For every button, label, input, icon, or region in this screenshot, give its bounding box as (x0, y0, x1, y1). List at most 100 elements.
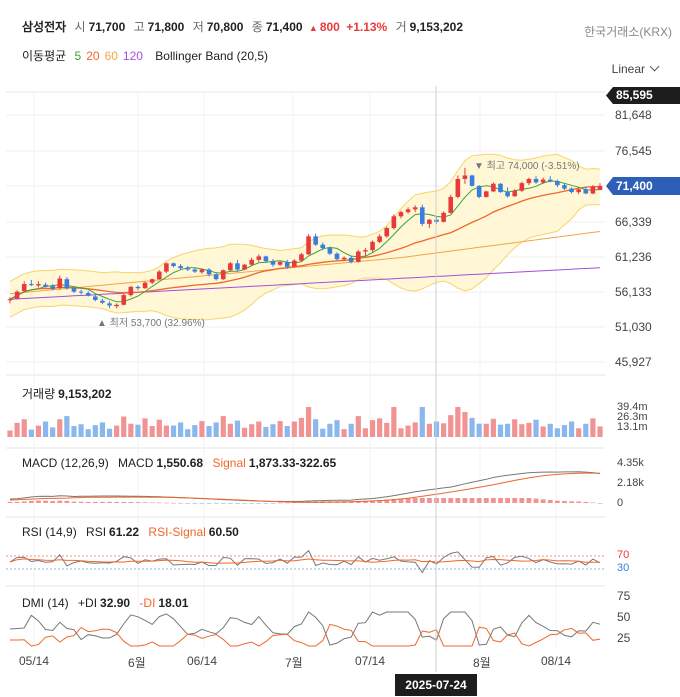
volume-bar (135, 424, 141, 437)
pdi-label: +DI (78, 596, 98, 610)
volume-bar (57, 419, 63, 437)
volume-bar (270, 424, 276, 437)
candle-body (348, 257, 354, 262)
candle-body (149, 279, 155, 283)
macd-histogram-bar (590, 502, 596, 504)
ma-20: 20 (86, 49, 100, 63)
volume-bar (71, 426, 77, 437)
candle-body (135, 286, 141, 289)
dmi-tick-50: 50 (617, 610, 631, 624)
macd-histogram-bar (142, 502, 148, 503)
volume-bar (7, 430, 13, 437)
candle-body (327, 248, 333, 254)
macd-histogram-bar (242, 503, 247, 504)
price-axis: 81,64876,54571,44366,33961,23656,13351,0… (615, 108, 652, 369)
volume-value: 9,153,202 (409, 20, 464, 34)
volume-bar (391, 407, 397, 437)
volume-tick-1: 39.4m (617, 401, 648, 413)
rsi-signal-line (9, 558, 600, 564)
pdi-value: 32.90 (100, 596, 131, 610)
price-tick-label: 51,030 (615, 320, 652, 334)
indicator-legend[interactable]: 이동평균 5 20 60 120 Bollinger Band (20,5) (22, 47, 273, 64)
bollinger-lower (9, 204, 601, 321)
volume-panel-label: 거래량 (22, 387, 56, 401)
candle-body (220, 270, 226, 280)
candle-body (398, 212, 404, 217)
volume-bar (455, 407, 461, 437)
volume-bars (7, 407, 603, 437)
rsi-panel-label: RSI (14,9) (22, 525, 77, 539)
candle-body (341, 257, 347, 260)
volume-bar (178, 422, 184, 437)
macd-histogram-bar (263, 503, 269, 504)
volume-bar (213, 422, 219, 437)
macd-histogram-bar (547, 499, 553, 503)
volume-bar (419, 407, 425, 437)
rsi-line-value: 61.22 (109, 525, 140, 539)
volume-bar (92, 425, 98, 437)
high-value: 71,800 (147, 20, 185, 34)
candle-body (36, 284, 41, 286)
candle-body (256, 256, 262, 260)
volume-bar (576, 428, 582, 437)
ma-120: 120 (122, 49, 143, 63)
ma-label: 이동평균 (22, 49, 67, 63)
macd-histogram-bar (483, 498, 489, 503)
macd-tick-1: 4.35k (617, 457, 644, 469)
candle-body (292, 260, 297, 267)
volume-bar (121, 416, 127, 437)
macd-histogram-bar (377, 500, 383, 503)
volume-bar (298, 417, 305, 437)
candle-body (64, 279, 70, 289)
candle-body (142, 282, 148, 289)
macd-histogram-bar (519, 498, 525, 503)
candle-body (384, 228, 390, 237)
volume-panel-title: 거래량 9,153,202 (22, 385, 112, 402)
macd-histogram-bar (121, 501, 127, 503)
macd-histogram-bar (533, 498, 539, 503)
macd-histogram-bar (220, 503, 226, 504)
macd-histogram-bar (291, 502, 297, 503)
high-marker: ▼ 최고 74,000 (-3.51%) (474, 161, 580, 172)
candle-body (455, 178, 461, 197)
dmi-tick-75: 75 (617, 589, 631, 603)
volume-bar (64, 416, 70, 437)
pdi-line (9, 611, 601, 646)
macd-plot (7, 471, 603, 504)
macd-histogram-bar (50, 501, 56, 503)
volume-bar (519, 424, 525, 437)
candle-body (29, 284, 34, 286)
volume-bar (469, 417, 475, 437)
macd-signal-value: 1,873.33 (248, 456, 296, 470)
volume-bar (568, 421, 575, 437)
x-tick-0814: 08/14 (541, 654, 572, 668)
volume-bar (114, 425, 120, 437)
dmi-panel-title: DMI (14) +DI 32.90 -DI 18.01 (22, 596, 188, 610)
volume-bar (355, 416, 361, 437)
candle-body (242, 264, 247, 270)
macd-histogram-bar (78, 501, 84, 503)
candle-body (412, 207, 418, 210)
volume-bar (369, 420, 376, 437)
macd-signal-label: Signal (212, 456, 246, 470)
macd-histogram-bar (249, 503, 255, 504)
macd-histogram-bar (597, 503, 603, 504)
volume-bar (313, 419, 319, 437)
candle-body (235, 263, 240, 270)
candle-body (199, 269, 205, 273)
volume-bar (21, 419, 27, 437)
macd-histogram-bar (576, 501, 582, 503)
candle-body (114, 304, 119, 307)
price-tick-label: 66,339 (615, 215, 652, 229)
macd-histogram-bar (149, 502, 155, 504)
macd-histogram-bar (199, 503, 205, 504)
volume-bar (398, 428, 404, 437)
macd-histogram-bar (448, 498, 454, 503)
high-label: 고 (133, 20, 145, 34)
volume-bar (249, 424, 255, 437)
candle-body (171, 263, 176, 267)
candle-body (363, 250, 368, 252)
volume-bar (227, 423, 233, 437)
scale-dropdown[interactable]: Linear (612, 62, 658, 76)
